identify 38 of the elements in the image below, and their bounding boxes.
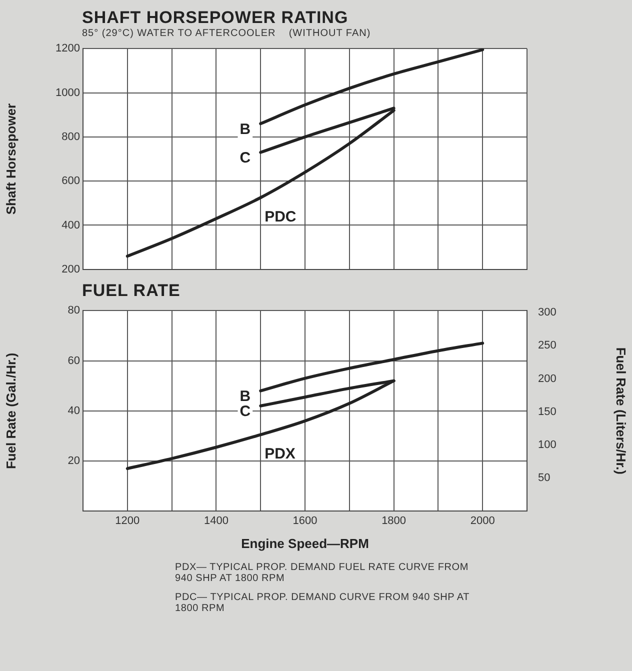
x-tick-label: 1600 (292, 514, 318, 527)
line-series (259, 48, 484, 126)
x-axis-title: Engine Speed—RPM (241, 536, 369, 551)
y-tick-label: 60 (68, 354, 80, 367)
y-tick-label: 800 (62, 130, 80, 143)
chart-title: FUEL RATE (82, 281, 182, 301)
y-tick-label: 20 (68, 455, 80, 468)
y2-axis-title: Fuel Rate (Liters/Hr.) (614, 347, 629, 474)
text: PDX— TYPICAL PROP. DEMAND FUEL RATE CURVE FROM 940 SHP AT 1800 RPM (175, 562, 470, 584)
y2-tick-label: 200 (538, 372, 556, 385)
series-label: C (240, 150, 251, 167)
y-tick-label: 1200 (56, 42, 80, 55)
y2-tick-label: 150 (538, 406, 556, 418)
x-tick-label: 1800 (382, 514, 406, 527)
series-label: PDX (264, 445, 296, 462)
series-label: B (240, 120, 251, 138)
text: PDC— TYPICAL PROP. DEMAND CURVE FROM 940 SHP AT 1800 RPM (175, 592, 470, 614)
y2-tick-label: 300 (538, 306, 556, 319)
line-series (259, 342, 484, 392)
y-tick-label: 200 (62, 263, 80, 276)
chart-title: SHAFT HORSEPOWER RATING (82, 8, 350, 28)
y-tick-label: 40 (68, 404, 80, 417)
series-label: B (240, 388, 251, 405)
y2-tick-label: 250 (538, 340, 556, 352)
x-tick-label: 1400 (204, 514, 228, 527)
y-tick-label: 400 (62, 219, 80, 232)
series-label: C (240, 403, 251, 420)
y-tick-label: 1000 (56, 86, 80, 99)
y-tick-label: 80 (68, 304, 80, 317)
x-tick-label: 2000 (470, 514, 495, 527)
y-axis-title: Fuel Rate (Gal./Hr.) (3, 352, 18, 470)
y-tick-label: 600 (62, 175, 80, 188)
y2-tick-label: 100 (538, 439, 556, 452)
series-label: PDC (264, 208, 296, 226)
y2-tick-label: 50 (538, 472, 550, 484)
chart-subtitle: 85° (29°C) WATER TO AFTERCOOLER (WITHOUT FAN) (82, 28, 372, 39)
x-tick-label: 1200 (115, 514, 140, 527)
y-axis-title: Shaft Horsepower (3, 103, 18, 215)
